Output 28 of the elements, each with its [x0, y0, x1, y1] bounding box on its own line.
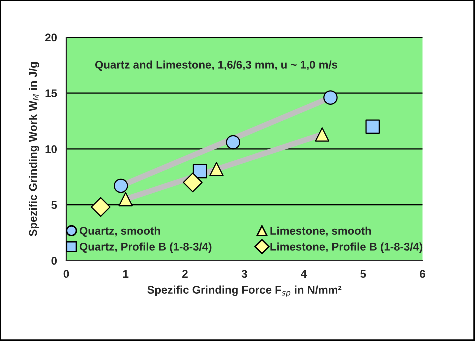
x-tick-label: 3: [242, 270, 248, 278]
y-tick-label: 5: [52, 201, 58, 210]
x-axis-title: Spezific Grinding Force F$_{sp}$ in N/mm²: [148, 286, 342, 298]
x-tick-label: 2: [182, 270, 188, 278]
legend-label: Quartz, smooth: [80, 226, 160, 238]
x-tick-label: 6: [420, 270, 426, 278]
point: [315, 128, 330, 142]
x-tick-label: 4: [301, 270, 308, 278]
y-axis-title: Spezific Grinding Work W$_{M}$ in J/g: [29, 62, 40, 236]
x-tick-label: 5: [360, 270, 366, 278]
y-tick-label: 20: [46, 34, 58, 42]
legend-label: Limestone, smooth: [270, 226, 372, 237]
point: [226, 135, 240, 150]
x-tick-label: 0: [64, 270, 70, 278]
y-tick-label: 15: [46, 90, 58, 98]
point: [183, 172, 203, 193]
point: [118, 192, 134, 207]
point: [324, 90, 338, 105]
annotation: Quartz and Limestone, 1,6/6,3 mm, u ~ 1,0 m/s: [95, 60, 338, 71]
point: [114, 178, 128, 194]
legend-label: Quartz, Profile B (1-8-3/4): [80, 242, 212, 254]
point: [366, 120, 380, 134]
y-tick-label: 10: [46, 145, 58, 154]
point: [210, 162, 224, 176]
y-tick-label: 0: [52, 257, 58, 265]
x-tick-label: 1: [123, 270, 129, 278]
point: [91, 197, 111, 218]
legend-label: Limestone, Profile B (1-8-3/4): [270, 242, 423, 254]
